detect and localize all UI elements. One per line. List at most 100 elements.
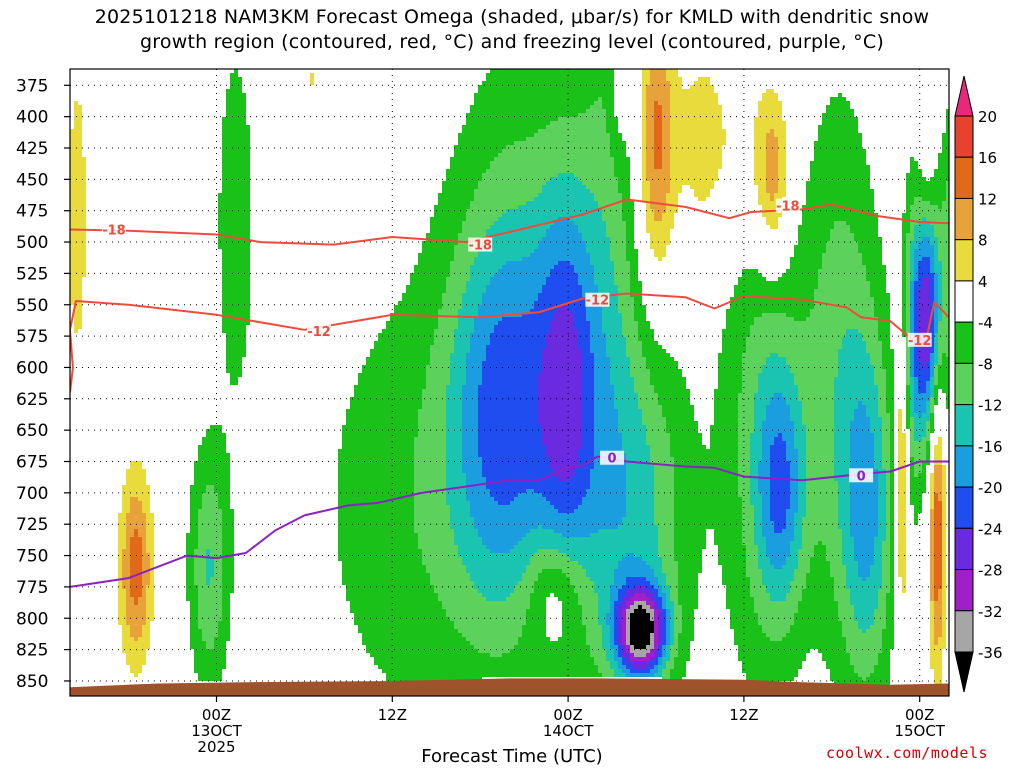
- omega-cell: [118, 589, 122, 593]
- omega-cell: [198, 469, 202, 473]
- omega-cell: [462, 473, 466, 477]
- omega-cell: [386, 505, 390, 509]
- omega-cell: [450, 549, 454, 553]
- omega-cell: [354, 417, 358, 421]
- omega-cell: [122, 497, 126, 501]
- omega-cell: [434, 653, 438, 657]
- omega-cell: [438, 577, 442, 581]
- omega-cell: [434, 461, 438, 465]
- omega-cell: [418, 381, 422, 385]
- omega-cell: [386, 445, 390, 449]
- omega-cell: [442, 485, 446, 489]
- omega-cell: [458, 413, 462, 417]
- omega-cell: [214, 545, 218, 549]
- omega-cell: [470, 617, 474, 621]
- omega-cell: [366, 565, 370, 569]
- omega-cell: [434, 401, 438, 405]
- omega-cell: [358, 473, 362, 477]
- omega-cell: [122, 501, 126, 505]
- omega-cell: [122, 573, 126, 577]
- omega-cell: [426, 269, 430, 273]
- omega-cell: [210, 669, 214, 673]
- omega-cell: [462, 577, 466, 581]
- omega-cell: [466, 449, 470, 453]
- omega-cell: [230, 377, 234, 381]
- omega-cell: [230, 521, 234, 525]
- omega-cell: [390, 561, 394, 565]
- omega-cell: [450, 233, 454, 237]
- omega-cell: [446, 205, 450, 209]
- omega-cell: [446, 421, 450, 425]
- omega-cell: [194, 493, 198, 497]
- omega-cell: [450, 213, 454, 217]
- omega-cell: [382, 549, 386, 553]
- omega-cell: [450, 441, 454, 445]
- omega-cell: [234, 321, 238, 325]
- omega-cell: [226, 369, 230, 373]
- omega-cell: [242, 101, 246, 105]
- omega-cell: [458, 173, 462, 177]
- omega-cell: [74, 241, 78, 245]
- omega-cell: [362, 425, 366, 429]
- omega-cell: [206, 445, 210, 449]
- omega-cell: [206, 437, 210, 441]
- omega-cell: [370, 453, 374, 457]
- omega-cell: [466, 277, 470, 281]
- omega-cell: [458, 445, 462, 449]
- omega-cell: [414, 537, 418, 541]
- omega-cell: [386, 465, 390, 469]
- omega-cell: [222, 645, 226, 649]
- omega-cell: [142, 597, 146, 601]
- omega-cell: [238, 345, 242, 349]
- omega-cell: [190, 521, 194, 525]
- omega-cell: [374, 561, 378, 565]
- omega-cell: [454, 629, 458, 633]
- omega-cell: [398, 405, 402, 409]
- omega-cell: [426, 297, 430, 301]
- omega-cell: [450, 337, 454, 341]
- omega-cell: [410, 597, 414, 601]
- omega-cell: [398, 633, 402, 637]
- omega-cell: [206, 461, 210, 465]
- omega-cell: [222, 173, 226, 177]
- omega-cell: [450, 633, 454, 637]
- omega-cell: [378, 449, 382, 453]
- omega-cell: [218, 509, 222, 513]
- omega-cell: [458, 225, 462, 229]
- omega-cell: [226, 257, 230, 261]
- omega-cell: [230, 185, 234, 189]
- omega-cell: [466, 273, 470, 277]
- omega-cell: [210, 453, 214, 457]
- omega-cell: [378, 557, 382, 561]
- omega-cell: [402, 337, 406, 341]
- omega-cell: [470, 369, 474, 373]
- omega-cell: [138, 465, 142, 469]
- omega-cell: [426, 369, 430, 373]
- omega-cell: [454, 213, 458, 217]
- omega-cell: [462, 141, 466, 145]
- omega-cell: [418, 373, 422, 377]
- omega-cell: [230, 509, 234, 513]
- omega-cell: [366, 481, 370, 485]
- omega-cell: [458, 417, 462, 421]
- omega-cell: [134, 485, 138, 489]
- omega-cell: [466, 113, 470, 117]
- omega-cell: [126, 585, 130, 589]
- omega-cell: [190, 637, 194, 641]
- omega-cell: [446, 517, 450, 521]
- omega-cell: [438, 249, 442, 253]
- omega-cell: [438, 561, 442, 565]
- omega-cell: [470, 201, 474, 205]
- omega-cell: [350, 533, 354, 537]
- chart-title-line1: 2025101218 NAM3KM Forecast Omega (shaded…: [94, 6, 930, 28]
- omega-cell: [130, 553, 134, 557]
- omega-cell: [406, 333, 410, 337]
- omega-cell: [390, 525, 394, 529]
- omega-cell: [462, 169, 466, 173]
- omega-cell: [438, 309, 442, 313]
- omega-cell: [442, 573, 446, 577]
- omega-cell: [442, 601, 446, 605]
- omega-cell: [398, 353, 402, 357]
- omega-cell: [398, 545, 402, 549]
- omega-cell: [118, 553, 122, 557]
